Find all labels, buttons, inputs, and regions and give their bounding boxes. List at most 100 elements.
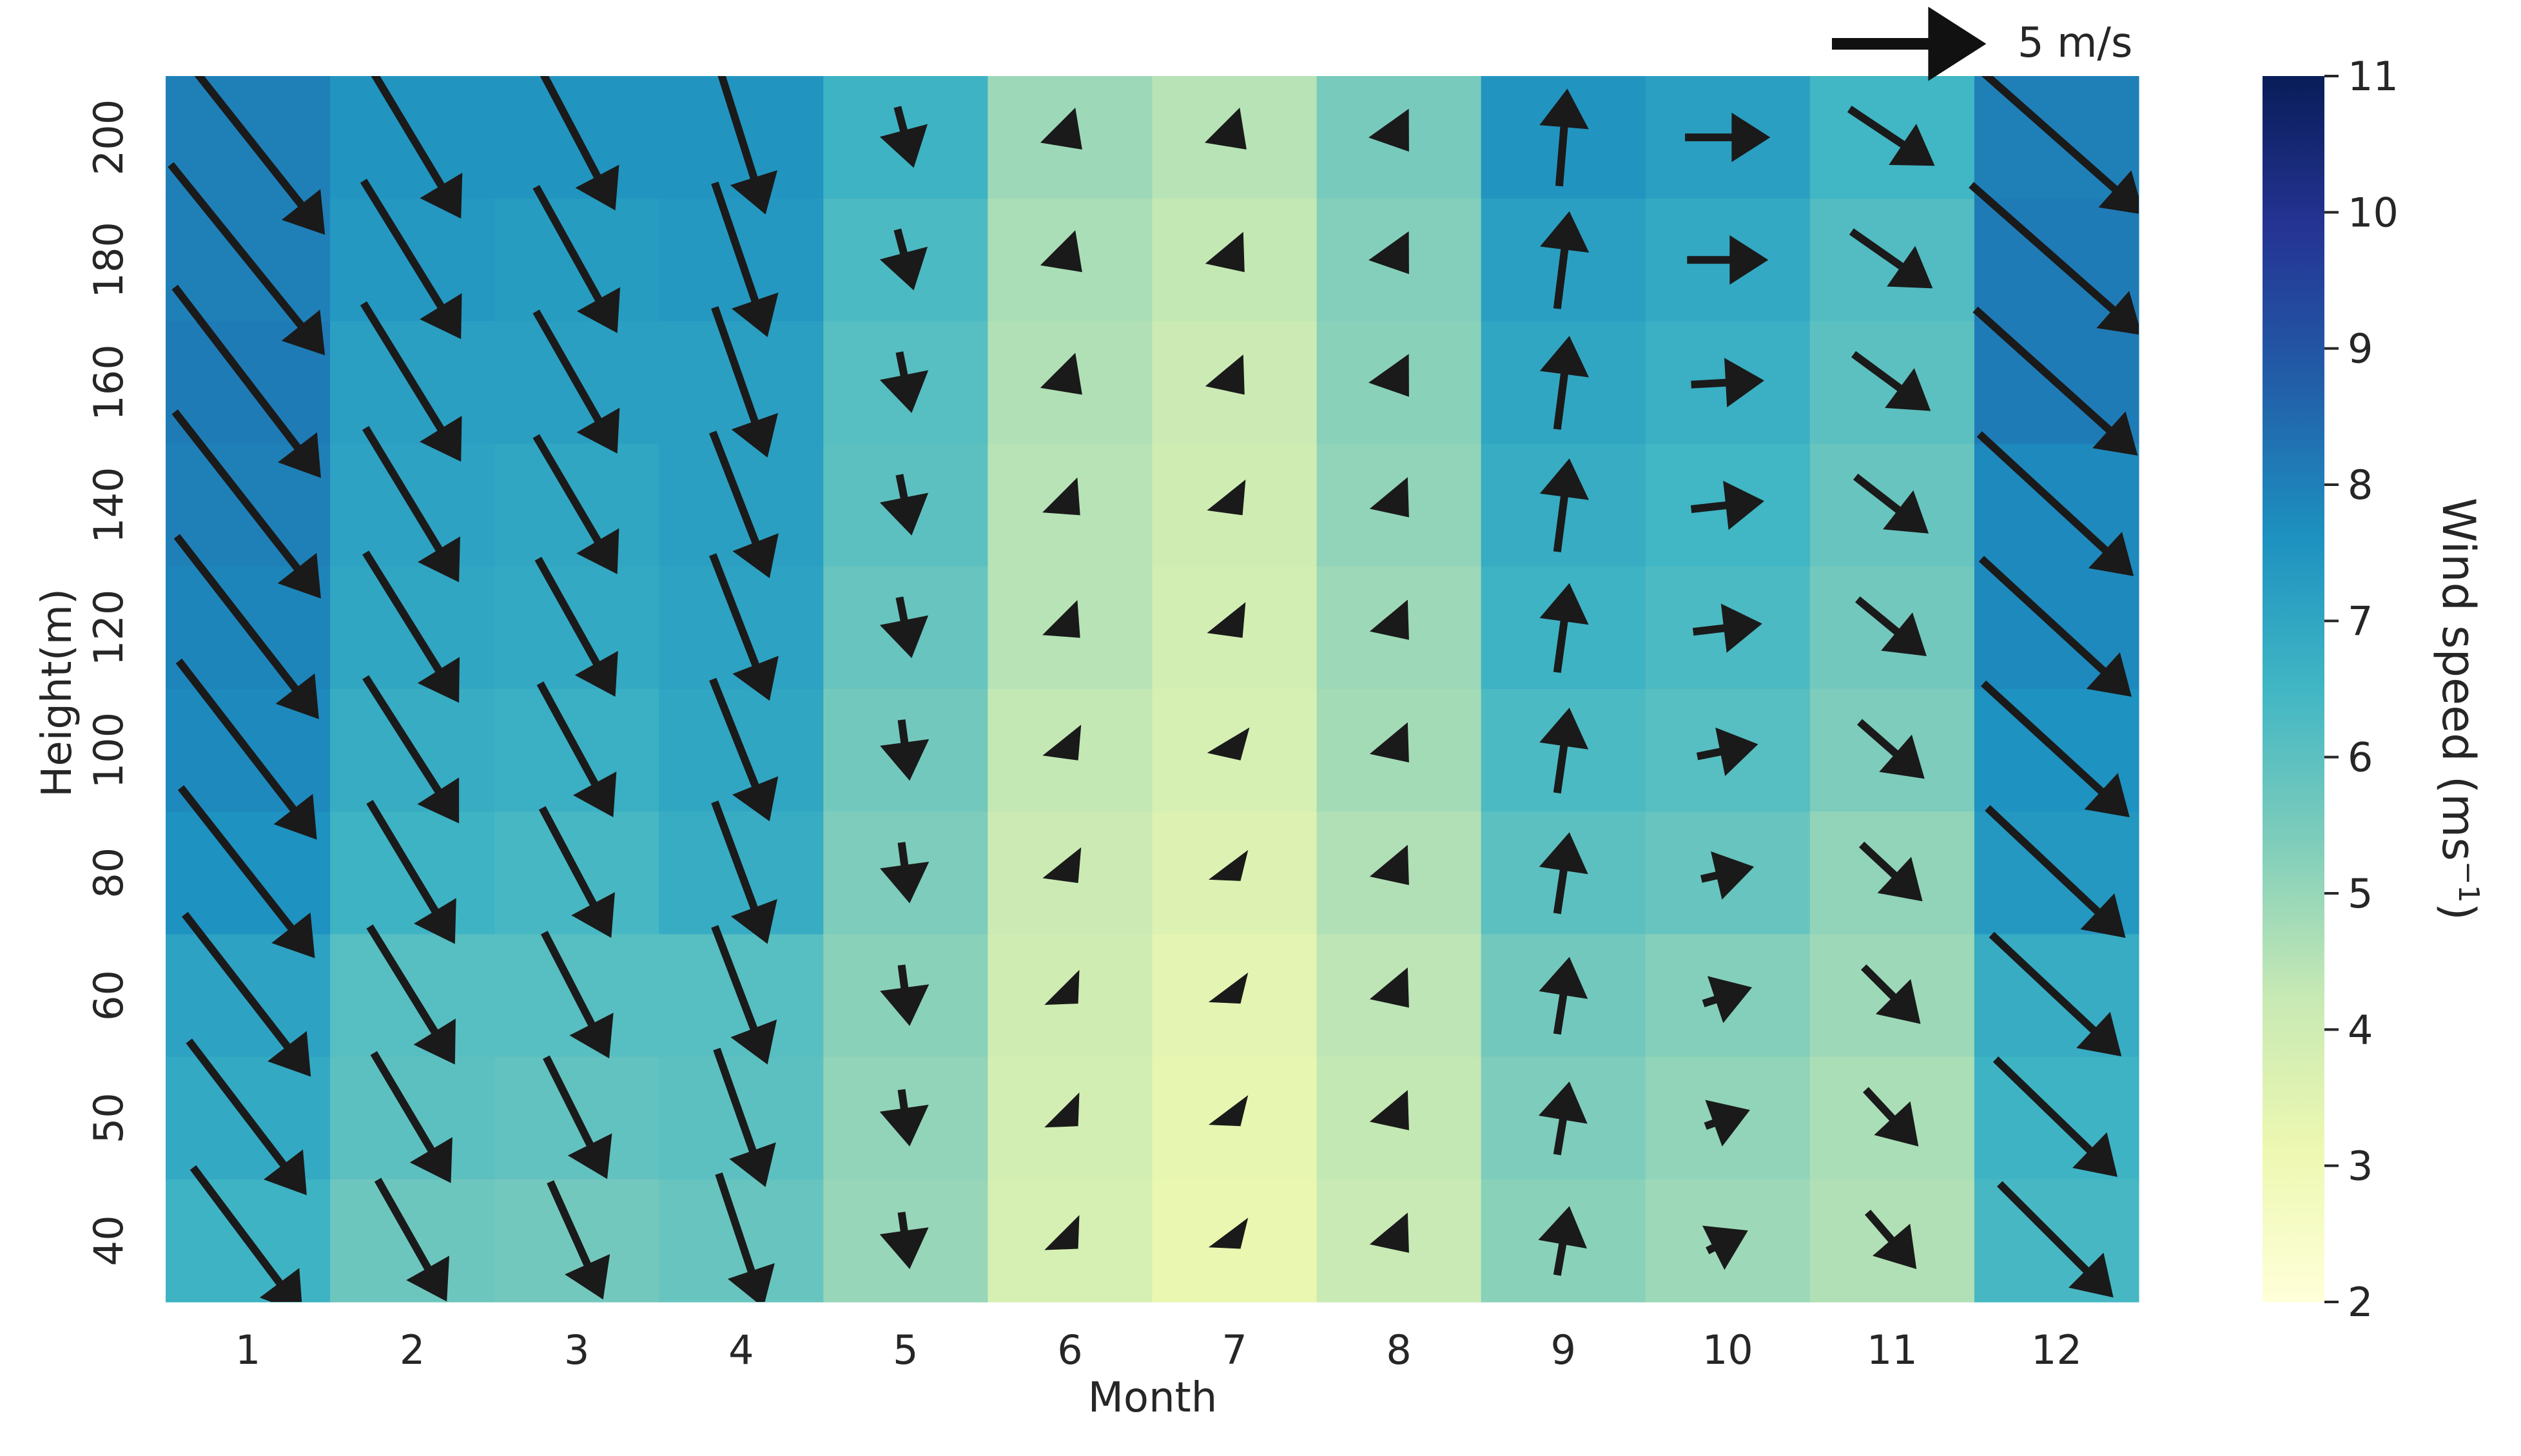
wind-arrow (1369, 477, 1409, 518)
x-tick-label: 3 (564, 1326, 589, 1373)
quiver-key-arrow (1832, 6, 1987, 81)
wind-arrow (717, 76, 778, 215)
wind-arrow (190, 1165, 302, 1302)
wind-arrow (879, 474, 929, 536)
wind-arrow (715, 1172, 775, 1302)
wind-arrow (366, 924, 456, 1065)
wind-arrow (879, 1212, 929, 1269)
wind-arrow (1368, 108, 1409, 152)
wind-arrow (1369, 1212, 1409, 1253)
quiver-key-arrow-shape (1832, 6, 1987, 81)
wind-arrow (362, 550, 460, 703)
wind-arrow (182, 911, 311, 1077)
wind-arrow (1042, 600, 1080, 638)
colorbar-tick-label: 8 (2348, 461, 2373, 509)
wind-arrow (371, 76, 463, 219)
wind-arrow (1539, 88, 1589, 187)
colorbar-tick-label: 3 (2348, 1143, 2373, 1190)
wind-arrow (880, 964, 930, 1026)
wind-arrow (1853, 473, 1929, 534)
wind-arrow (1693, 603, 1762, 653)
y-tick-label: 140 (85, 467, 132, 543)
wind-arrow (370, 1051, 453, 1183)
wind-arrow (186, 1038, 307, 1196)
y-tick-label: 200 (85, 99, 132, 175)
x-tick-labels: 1 2 3 4 5 6 7 8 9 10 11 12 (235, 1326, 2082, 1373)
colorbar-tick-label: 9 (2348, 325, 2373, 373)
wind-arrow (711, 306, 779, 458)
wind-arrow (538, 806, 615, 938)
x-tick-label: 10 (1702, 1326, 1753, 1373)
colorbar-tick-label: 11 (2348, 53, 2399, 100)
wind-arrow (532, 185, 621, 333)
wind-arrow (534, 556, 618, 697)
wind-arrow (879, 1089, 929, 1147)
wind-arrow (709, 553, 779, 701)
colorbar: 2 3 4 5 6 7 8 9 10 11 Wind speed (ms−1) (2263, 53, 2486, 1326)
wind-arrow (1847, 106, 1935, 166)
y-tick-labels: 200 180 160 140 120 100 80 60 50 40 (85, 99, 132, 1266)
y-tick-label: 80 (85, 848, 132, 898)
wind-arrow (1369, 599, 1409, 640)
wind-arrow (374, 1178, 449, 1302)
wind-arrow (362, 675, 460, 824)
wind-arrow (1538, 1206, 1587, 1276)
wind-arrow (1696, 727, 1758, 777)
colorbar-ticks: 2 3 4 5 6 7 8 9 10 11 (2324, 53, 2399, 1326)
colorbar-label-superscript: −1 (2453, 861, 2486, 903)
wind-arrow (1976, 431, 2134, 576)
quiver-key-label: 5 m/s (2018, 19, 2132, 67)
wind-arrow (1539, 336, 1589, 430)
x-tick-label: 5 (893, 1326, 918, 1373)
wind-arrow (879, 596, 929, 659)
x-tick-label: 12 (2031, 1326, 2082, 1373)
y-tick-label: 50 (85, 1092, 132, 1143)
wind-arrow (1849, 228, 1933, 289)
wind-arrow (173, 534, 319, 719)
colorbar-gradient (2263, 76, 2324, 1302)
x-tick-label: 8 (1386, 1326, 1411, 1373)
colorbar-tick-label: 10 (2348, 189, 2399, 236)
colorbar-tick-label: 6 (2348, 734, 2373, 781)
wind-arrow (1687, 235, 1769, 285)
y-tick-label: 40 (85, 1215, 132, 1266)
wind-arrow (1207, 727, 1250, 761)
wind-arrow (711, 181, 779, 337)
wind-arrow (1700, 851, 1755, 900)
wind-arrow (532, 434, 619, 574)
wind-arrow (1040, 230, 1082, 273)
wind-arrow (1972, 306, 2138, 456)
wind-arrow (709, 677, 779, 822)
wind-arrow (1989, 931, 2122, 1056)
wind-arrow (1042, 724, 1082, 761)
wind-arrow (1044, 1092, 1080, 1128)
wind-arrow (1691, 358, 1764, 407)
wind-arrow (1702, 1225, 1748, 1270)
y-tick-label: 160 (85, 344, 132, 420)
wind-arrow (532, 309, 620, 454)
wind-arrow (1040, 108, 1082, 150)
x-tick-label: 9 (1550, 1326, 1575, 1373)
wind-arrow (1205, 108, 1247, 150)
wind-arrow (171, 284, 321, 478)
wind-arrow (879, 228, 928, 291)
wind-arrow (1997, 1181, 2114, 1298)
wind-arrow (194, 76, 326, 235)
wind-arrow (362, 425, 460, 583)
x-tick-label: 4 (728, 1326, 754, 1373)
colorbar-tick-label: 2 (2348, 1279, 2373, 1326)
colorbar-label: Wind speed (ms−1) (2432, 498, 2486, 920)
colorbar-tick-label: 7 (2348, 597, 2373, 645)
wind-arrow (711, 801, 777, 944)
wind-arrow (1539, 583, 1589, 673)
quiver-key: 5 m/s (1832, 6, 2132, 81)
wind-arrow (1863, 1087, 1919, 1147)
wind-arrow (709, 431, 779, 579)
x-tick-label: 11 (1867, 1326, 1918, 1373)
x-axis-label: Month (1088, 1374, 1218, 1422)
wind-arrow (711, 925, 777, 1065)
wind-arrow (1859, 841, 1923, 902)
wind-arrow (1851, 351, 1931, 411)
wind-arrow (1992, 1056, 2117, 1177)
